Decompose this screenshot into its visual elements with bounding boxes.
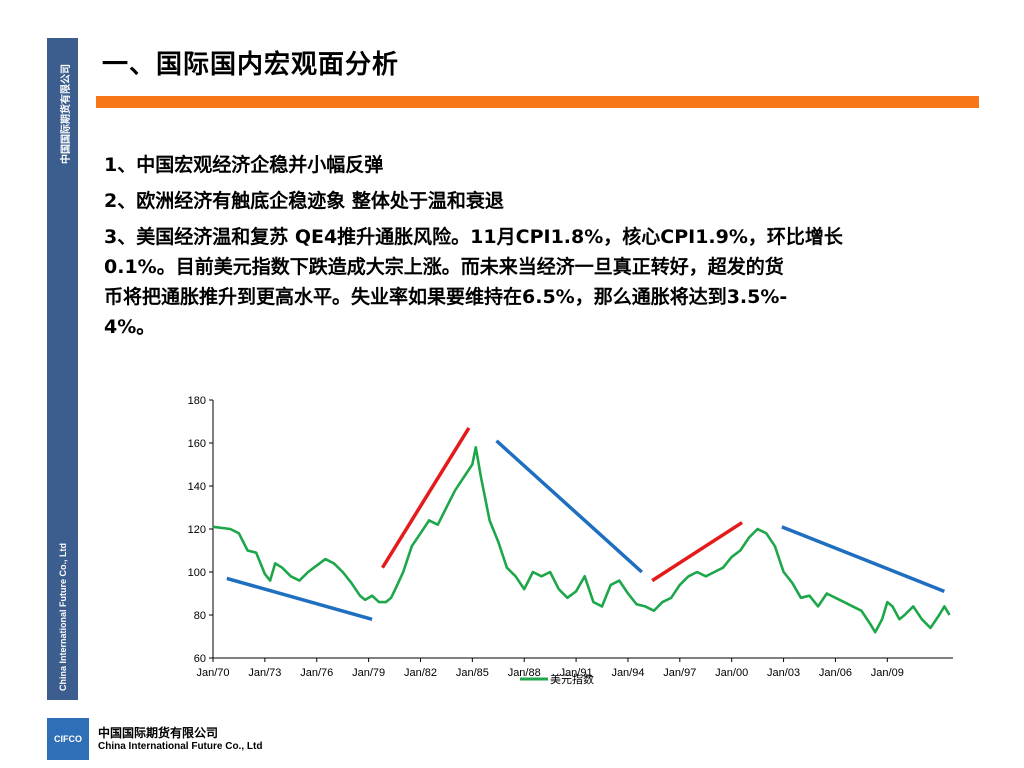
x-tick-label: Jan/79 — [352, 667, 385, 679]
side-bar — [47, 38, 78, 700]
x-tick-label: Jan/09 — [871, 667, 904, 679]
bullet-1: 1、中国宏观经济企稳并小幅反弹 — [104, 154, 384, 176]
x-tick-label: Jan/88 — [508, 667, 541, 679]
title-rule — [96, 96, 979, 108]
bullet-3-line-2: 0.1%。目前美元指数下跌造成大宗上涨。而未来当经济一旦真正转好，超发的货 — [104, 256, 784, 278]
bullet-2: 2、欧洲经济有触底企稳迹象 整体处于温和衰退 — [104, 190, 504, 212]
x-tick-label: Jan/97 — [663, 667, 696, 679]
x-tick-label: Jan/76 — [300, 667, 333, 679]
bullet-list: 1、中国宏观经济企稳并小幅反弹 2、欧洲经济有触底企稳迹象 整体处于温和衰退 3… — [104, 150, 974, 348]
x-tick-label: Jan/06 — [819, 667, 852, 679]
y-tick-label: 140 — [188, 481, 206, 493]
trendline-up — [380, 427, 471, 569]
footer-company-en: China International Future Co., Ltd — [98, 741, 263, 752]
side-company-cn: 中国国际期货有限公司 — [61, 64, 72, 164]
y-tick-label: 160 — [188, 438, 206, 450]
bullet-3-line-4: 4%。 — [104, 316, 156, 338]
side-company-en: China International Future Co., Ltd — [58, 543, 68, 691]
series-line-dollar-index — [212, 445, 951, 634]
dollar-index-chart: 60 80 100 120 140 160 180 Jan/70 Jan/73 Jan/76 Jan… — [188, 395, 953, 686]
x-tick-label: Jan/82 — [404, 667, 437, 679]
x-tick-label: Jan/73 — [248, 667, 281, 679]
x-tick-label: Jan/91 — [560, 667, 593, 679]
x-tick-label: Jan/03 — [767, 667, 800, 679]
y-tick-label: 60 — [194, 653, 206, 665]
cifco-logo: CIFCO — [47, 718, 89, 760]
y-tick-label: 100 — [188, 567, 206, 579]
x-tick-label: Jan/70 — [196, 667, 229, 679]
x-tick-label: Jan/85 — [456, 667, 489, 679]
trendline-down — [495, 439, 643, 574]
bullet-3-line-1: 3、美国经济温和复苏 QE4推升通胀风险。11月CPI1.8%，核心CPI1.9… — [104, 226, 843, 248]
bullet-3: 3、美国经济温和复苏 QE4推升通胀风险。11月CPI1.8%，核心CPI1.9… — [104, 222, 974, 342]
y-tick-label: 120 — [188, 524, 206, 536]
x-tick-label: Jan/94 — [611, 667, 644, 679]
bullet-3-line-3: 币将把通胀推升到更高水平。失业率如果要维持在6.5%，那么通胀将达到3.5%- — [104, 286, 788, 308]
legend-label: 美元指数 — [550, 672, 594, 686]
trendline-up — [651, 521, 744, 583]
y-tick-label: 80 — [194, 610, 206, 622]
trendline-down — [781, 525, 946, 593]
y-tick-label: 180 — [188, 395, 206, 407]
footer-company-cn: 中国国际期货有限公司 — [98, 726, 219, 740]
x-tick-label: Jan/00 — [715, 667, 748, 679]
trendline-down — [226, 576, 373, 621]
slide-title: 一、国际国内宏观面分析 — [102, 50, 400, 80]
